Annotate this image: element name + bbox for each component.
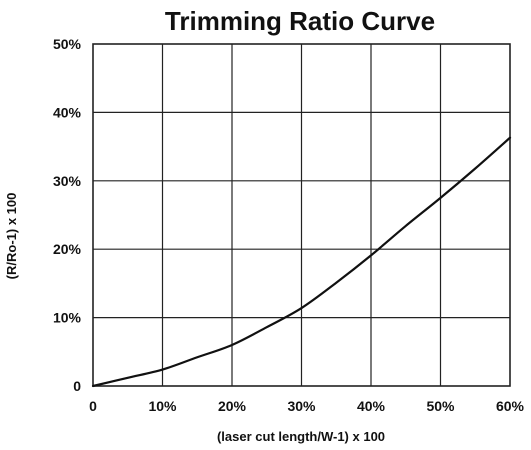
y-tick-label: 30%: [53, 173, 82, 189]
x-tick-label: 30%: [287, 398, 316, 414]
x-tick-label: 10%: [148, 398, 177, 414]
x-tick-label: 0: [89, 398, 97, 414]
x-tick-label: 40%: [357, 398, 386, 414]
y-tick-label: 10%: [53, 310, 82, 326]
chart-title: Trimming Ratio Curve: [165, 6, 435, 36]
x-tick-label: 20%: [218, 398, 247, 414]
plot-area-frame: [92, 43, 511, 387]
y-axis-ticks: 0 10% 20% 30% 40% 50%: [53, 36, 82, 394]
x-tick-label: 60%: [496, 398, 525, 414]
x-axis-ticks: 0 10% 20% 30% 40% 50% 60%: [89, 398, 524, 414]
y-tick-label: 0: [73, 378, 81, 394]
y-tick-label: 40%: [53, 104, 82, 120]
x-tick-label: 50%: [426, 398, 455, 414]
x-axis-label: (laser cut length/W-1) x 100: [217, 429, 385, 444]
grid: [93, 44, 510, 386]
y-tick-label: 20%: [53, 241, 82, 257]
trimming-ratio-line: [91, 136, 512, 388]
series-layer: [91, 136, 512, 388]
y-axis-label: (R/Ro-1) x 100: [4, 193, 19, 280]
y-tick-label: 50%: [53, 36, 82, 52]
